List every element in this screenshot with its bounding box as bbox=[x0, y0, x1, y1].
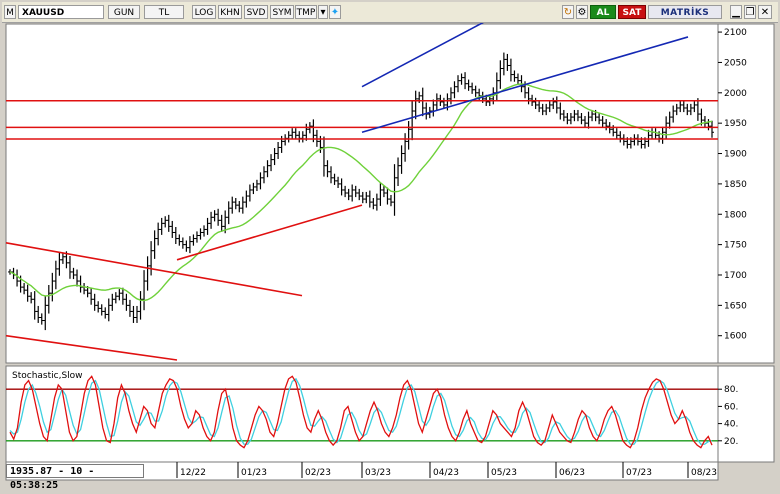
trendline bbox=[5, 334, 178, 361]
trendlines bbox=[5, 19, 689, 361]
refresh-icon[interactable]: ↻ bbox=[562, 5, 574, 19]
trendline bbox=[176, 204, 363, 261]
date-tick-label: 03/23 bbox=[365, 468, 391, 478]
price-tick-label: 2050 bbox=[724, 58, 747, 68]
price-tick-label: 1750 bbox=[724, 241, 747, 251]
sell-button[interactable]: SAT bbox=[618, 5, 646, 19]
tl-button[interactable]: TL bbox=[144, 5, 184, 19]
trendline bbox=[361, 19, 489, 88]
stochastic-d-line bbox=[9, 377, 713, 445]
log-button[interactable]: LOG bbox=[192, 5, 216, 19]
price-tick-label: 1650 bbox=[724, 301, 747, 311]
date-tick-label: 02/23 bbox=[305, 468, 331, 478]
price-tick-label: 1800 bbox=[724, 210, 747, 220]
stochastic-levels bbox=[6, 388, 718, 442]
price-tick-label: 1700 bbox=[724, 271, 747, 281]
moving-average-line bbox=[9, 83, 713, 302]
tmp-button[interactable]: TMP bbox=[295, 5, 317, 19]
stochastic-tick-label: 80. bbox=[724, 385, 738, 395]
sym-button[interactable]: SYM bbox=[270, 5, 294, 19]
stochastic-axis-panel bbox=[717, 365, 775, 463]
price-tick-label: 2100 bbox=[724, 28, 747, 38]
buy-button[interactable]: AL bbox=[590, 5, 616, 19]
date-axis-ticks: 12/22 01/23 02/23 03/23 04/23 05/23 06/23 07/23… bbox=[176, 462, 717, 478]
period-gun-button[interactable]: GUN bbox=[108, 5, 140, 19]
restore-icon[interactable]: ❐ bbox=[744, 5, 756, 19]
minimize-icon[interactable]: ▁ bbox=[730, 5, 742, 19]
stochastic-tick-label: 40. bbox=[724, 420, 738, 430]
horizontal-levels bbox=[6, 99, 718, 140]
trendline bbox=[5, 242, 303, 297]
price-tick-label: 2000 bbox=[724, 89, 747, 99]
khn-button[interactable]: KHN bbox=[218, 5, 242, 19]
date-tick-label: 08/23 bbox=[691, 468, 717, 478]
stochastic-tick-label: 60. bbox=[724, 402, 738, 412]
date-tick-label: 05/23 bbox=[491, 468, 517, 478]
settings-icon[interactable]: ⚙ bbox=[576, 5, 588, 19]
symbol-field[interactable]: XAUUSD bbox=[18, 5, 104, 19]
price-tick-label: 1600 bbox=[724, 332, 747, 342]
stochastic-tick-label: 20. bbox=[724, 437, 738, 447]
stochastic-title: Stochastic,Slow bbox=[12, 371, 83, 381]
twitter-icon[interactable]: ✦ bbox=[329, 5, 341, 19]
price-tick-label: 1900 bbox=[724, 150, 747, 160]
date-tick-label: 07/23 bbox=[626, 468, 652, 478]
svd-button[interactable]: SVD bbox=[244, 5, 268, 19]
price-tick-label: 1950 bbox=[724, 119, 747, 129]
trendline bbox=[361, 36, 689, 134]
close-icon[interactable]: ✕ bbox=[758, 5, 772, 19]
menu-button[interactable]: M bbox=[4, 5, 16, 19]
date-tick-label: 01/23 bbox=[241, 468, 267, 478]
price-readout: 1935.87 - 10 - 05:38:25 bbox=[6, 464, 144, 491]
price-plot-area[interactable] bbox=[5, 23, 719, 364]
stochastic-plot-area[interactable] bbox=[5, 365, 719, 463]
brand-logo: MATRİKS bbox=[648, 5, 722, 19]
chart-toolbar: M XAUUSD GUN TL LOG KHN SVD SYM TMP ▾ ✦ … bbox=[2, 2, 778, 23]
date-tick-label: 04/23 bbox=[433, 468, 459, 478]
date-tick-label: 06/23 bbox=[559, 468, 585, 478]
dropdown-icon[interactable]: ▾ bbox=[318, 5, 328, 19]
price-bars bbox=[8, 52, 714, 331]
price-axis-ticks: 1600 1650 1700 1750 1800 1850 1900 1950 2000 2050… bbox=[718, 28, 747, 342]
price-tick-label: 1850 bbox=[724, 180, 747, 190]
price-axis-panel bbox=[717, 23, 775, 364]
stochastic-k-line bbox=[9, 375, 713, 449]
date-tick-label: 12/22 bbox=[180, 468, 206, 478]
stochastic-axis-ticks: 20. 40. 60. 80. bbox=[718, 385, 738, 447]
